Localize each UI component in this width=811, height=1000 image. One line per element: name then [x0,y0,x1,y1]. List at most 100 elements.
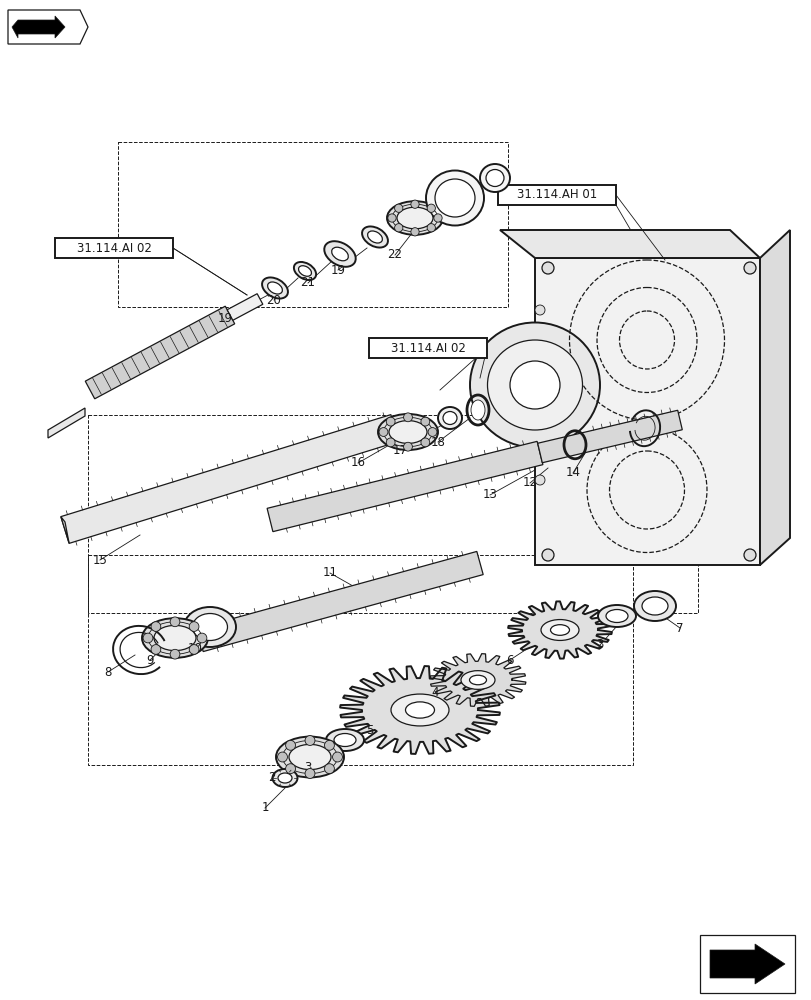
Bar [55,238,173,258]
Text: 15: 15 [92,554,107,566]
Circle shape [410,228,418,236]
Text: 3: 3 [304,761,311,774]
Text: 22: 22 [387,248,402,261]
Polygon shape [537,410,681,463]
Text: 1: 1 [261,801,268,814]
Ellipse shape [487,340,581,430]
Polygon shape [48,408,85,438]
Ellipse shape [262,277,288,299]
Ellipse shape [540,620,578,640]
Polygon shape [61,415,399,543]
Circle shape [388,214,396,222]
Circle shape [427,204,435,212]
Circle shape [386,438,395,447]
Ellipse shape [443,412,457,424]
Text: 31.114.AH 01: 31.114.AH 01 [517,188,596,202]
Circle shape [433,214,442,222]
Circle shape [333,752,342,762]
Ellipse shape [550,625,569,635]
Text: 17: 17 [392,444,407,456]
Ellipse shape [470,400,484,420]
Polygon shape [508,601,611,659]
Polygon shape [85,306,234,399]
Polygon shape [430,654,526,706]
Ellipse shape [479,164,509,192]
Circle shape [170,649,180,659]
Circle shape [285,740,295,750]
Polygon shape [759,230,789,565]
Ellipse shape [192,613,227,641]
Ellipse shape [633,591,676,621]
Circle shape [277,752,287,762]
Circle shape [403,413,412,422]
Bar [497,185,616,205]
Text: 19: 19 [217,312,232,324]
Polygon shape [500,230,759,258]
Circle shape [143,633,152,643]
Ellipse shape [461,671,495,689]
Circle shape [743,549,755,561]
Circle shape [541,549,553,561]
Ellipse shape [276,737,344,777]
Polygon shape [8,10,88,44]
Text: 12: 12 [521,477,537,489]
Ellipse shape [272,769,297,787]
Circle shape [379,428,388,436]
Circle shape [541,262,553,274]
Ellipse shape [397,207,432,229]
Text: 16: 16 [350,456,365,470]
Ellipse shape [435,179,474,217]
Ellipse shape [184,607,236,647]
Ellipse shape [378,414,437,450]
Polygon shape [196,551,483,652]
Text: 6: 6 [505,654,513,666]
Text: 31.114.AI 02: 31.114.AI 02 [76,241,151,254]
Ellipse shape [331,247,348,261]
Ellipse shape [426,170,483,226]
Text: 5: 5 [366,724,373,736]
Circle shape [386,417,395,426]
Circle shape [151,622,161,631]
Text: 7: 7 [676,621,683,635]
Ellipse shape [597,605,635,627]
Circle shape [394,224,402,232]
Polygon shape [340,666,500,754]
Text: 13: 13 [482,488,497,502]
Polygon shape [709,944,784,984]
Polygon shape [227,294,263,320]
Circle shape [324,764,334,774]
Circle shape [151,645,161,654]
Text: 19: 19 [330,263,345,276]
Ellipse shape [294,262,315,280]
Bar [368,338,487,358]
Circle shape [305,769,315,778]
Ellipse shape [333,734,355,746]
Polygon shape [61,517,69,543]
Bar [118,142,508,307]
Text: 4: 4 [431,686,438,698]
Ellipse shape [367,231,382,243]
Circle shape [305,736,315,745]
Ellipse shape [405,702,434,718]
Text: 10: 10 [187,642,202,654]
Ellipse shape [277,773,292,783]
Circle shape [170,617,180,627]
Ellipse shape [486,170,504,187]
Circle shape [743,262,755,274]
Circle shape [534,475,544,485]
Circle shape [189,622,199,631]
Ellipse shape [642,597,667,615]
Ellipse shape [437,407,461,429]
Polygon shape [534,258,759,565]
Circle shape [403,442,412,451]
Text: 3: 3 [595,639,603,652]
Bar [88,555,633,765]
Circle shape [324,740,334,750]
Circle shape [197,633,207,643]
Text: 20: 20 [266,294,281,306]
Ellipse shape [469,675,486,685]
Ellipse shape [142,618,208,658]
Circle shape [427,428,436,436]
Circle shape [394,204,402,212]
Polygon shape [267,441,543,532]
